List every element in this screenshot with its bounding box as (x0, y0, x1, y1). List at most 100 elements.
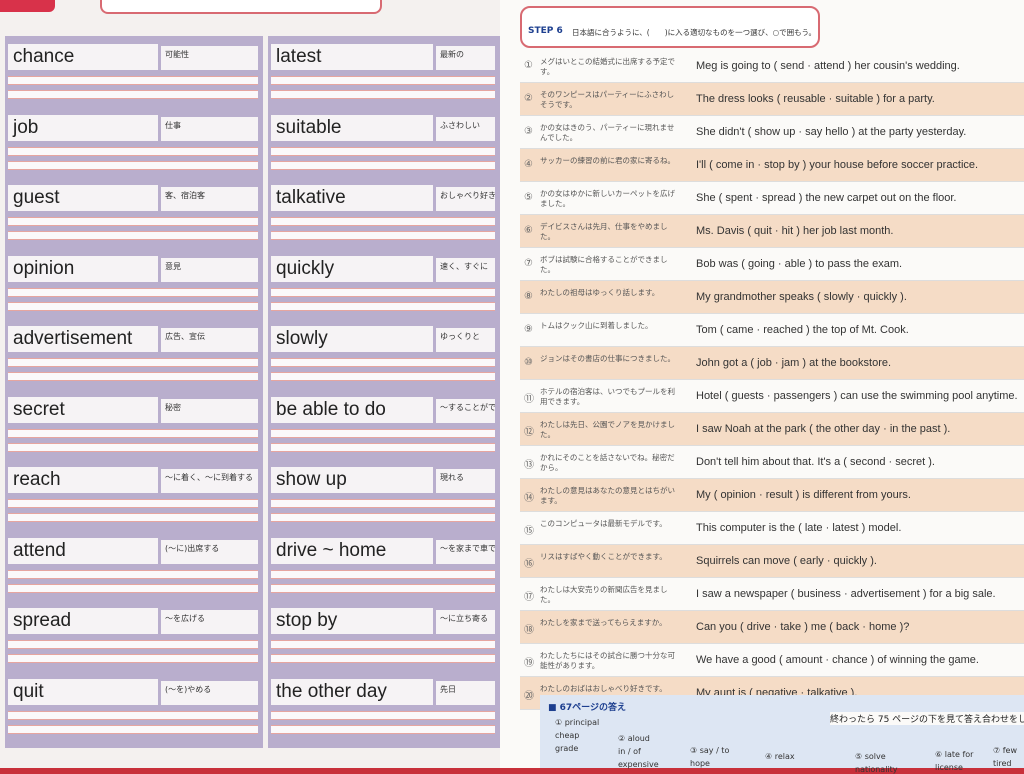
item-japanese: わたしを家まで送ってもらえますか。 (540, 618, 667, 627)
exercise-row (520, 83, 1024, 116)
item-number: ⑧ (524, 291, 533, 302)
item-english: I saw Noah at the park ( the other day ·… (696, 423, 951, 435)
answer-entry: ① principal (555, 718, 600, 727)
item-japanese: かの女はゆかに新しいカーペットを広げました。 (540, 189, 675, 208)
vocab-meaning: ～を広げる (161, 610, 258, 634)
writing-line (271, 76, 495, 85)
writing-line (8, 513, 258, 522)
writing-line (8, 710, 258, 720)
item-japanese: わたしは先日、公園でノアを見かけました。 (540, 420, 675, 439)
vocab-meaning: ふさわしい (436, 116, 495, 141)
vocab-word: be able to do (271, 396, 433, 423)
item-japanese: わたしの祖母はゆっくり話します。 (540, 288, 660, 297)
exercise-row (520, 512, 1024, 545)
vocab-meaning: 客、宿泊客 (161, 187, 258, 211)
answer-entry: grade (555, 744, 579, 753)
vocab-word: advertisement (8, 326, 158, 352)
item-number: ⑮ (524, 526, 534, 537)
item-japanese: わたしは大安売りの新聞広告を見ました。 (540, 585, 668, 604)
exercise-row (520, 644, 1024, 677)
item-number: ⑱ (524, 625, 534, 636)
writing-line (271, 724, 495, 734)
item-number: ⑬ (524, 460, 534, 471)
item-english: I saw a newspaper ( business · advertise… (696, 588, 996, 600)
exercise-row (520, 248, 1024, 281)
tab (0, 0, 55, 12)
item-number: ⑲ (524, 658, 534, 669)
writing-line (8, 640, 258, 649)
vocab-word: the other day (271, 678, 433, 705)
item-number: ⑫ (524, 427, 534, 438)
item-japanese: デイビスさんは先月、仕事をやめました。 (540, 222, 668, 241)
answer-entry: cheap (555, 731, 580, 740)
vocab-meaning: ～することができる (436, 398, 495, 423)
exercise-row (520, 611, 1024, 644)
header-box (100, 0, 382, 14)
writing-line (271, 358, 495, 367)
item-japanese: リスはすばやく動くことができます。 (540, 552, 667, 561)
vocab-meaning: ～を家まで車で送る (436, 539, 495, 564)
item-number: ⑯ (524, 559, 534, 570)
item-english: She ( spent · spread ) the new carpet ou… (696, 192, 957, 204)
writing-line (271, 499, 495, 508)
writing-line (271, 231, 495, 240)
vocab-word: latest (271, 44, 433, 70)
writing-line (8, 583, 258, 593)
writing-line (8, 724, 258, 734)
exercise-row (520, 380, 1024, 413)
item-english: Meg is going to ( send · attend ) her co… (696, 60, 960, 72)
item-japanese: ボブは試験に合格することができました。 (540, 255, 668, 274)
answer-entry: expensive (618, 760, 659, 769)
answer-entry: ⑦ few (993, 746, 1017, 755)
answer-entry: ⑥ late for (935, 750, 974, 759)
vocab-meaning: 可能性 (161, 46, 258, 70)
item-japanese: ジョンはその書店の仕事につきました。 (540, 354, 675, 363)
exercise-row (520, 545, 1024, 578)
item-english: Hotel ( guests · passengers ) can use th… (696, 390, 1018, 402)
writing-line (8, 442, 258, 452)
writing-line (8, 372, 258, 381)
item-number: ⑩ (524, 357, 533, 368)
exercise-row (520, 281, 1024, 314)
vocab-meaning: 広告、宣伝 (161, 328, 258, 352)
exercise-row (520, 578, 1024, 611)
item-number: ⑤ (524, 192, 533, 203)
writing-line (8, 287, 258, 297)
item-japanese: トムはクック山に到着しました。 (540, 321, 653, 330)
item-japanese: メグはいとこの結婚式に出席する予定です。 (540, 57, 675, 76)
exercise-row (520, 314, 1024, 347)
exercise-row (520, 116, 1024, 149)
exercise-row (520, 413, 1024, 446)
item-number: ① (524, 60, 533, 71)
vocab-word: spread (8, 608, 158, 634)
writing-line (271, 640, 495, 649)
item-japanese: わたしたちにはその試合に勝つ十分な可能性があります。 (540, 651, 675, 670)
writing-line (8, 217, 258, 226)
item-japanese: かの女はきのう、パーティーに現れませんでした。 (540, 123, 675, 142)
writing-line (271, 372, 495, 381)
answer-entry: ④ relax (765, 752, 795, 761)
vocab-meaning: 速く、すぐに (436, 257, 495, 282)
item-english: My ( opinion · result ) is different fro… (696, 489, 911, 501)
vocab-word: show up (271, 467, 433, 493)
exercise-row (520, 347, 1024, 380)
vocab-word: suitable (271, 114, 433, 141)
step-box (520, 6, 820, 48)
writing-line (8, 146, 258, 156)
writing-line (271, 569, 495, 579)
item-english: We have a good ( amount · chance ) of wi… (696, 654, 979, 666)
answer-entry: nationality (855, 765, 898, 774)
exercise-row (520, 479, 1024, 512)
item-number: ⑳ (524, 691, 534, 702)
writing-line (8, 428, 258, 438)
vocab-meaning: 先日 (436, 680, 495, 705)
item-number: ④ (524, 159, 533, 170)
vocab-meaning: ゆっくりと (436, 328, 495, 352)
vocab-word: chance (8, 44, 158, 70)
vocab-word: slowly (271, 326, 433, 352)
writing-line (8, 569, 258, 579)
writing-line (8, 654, 258, 663)
step-instruction: 日本語に合うように、( )に入る適切なものを一つ選び、○で囲もう。 (572, 28, 816, 37)
step-label: STEP 6 (528, 26, 563, 36)
